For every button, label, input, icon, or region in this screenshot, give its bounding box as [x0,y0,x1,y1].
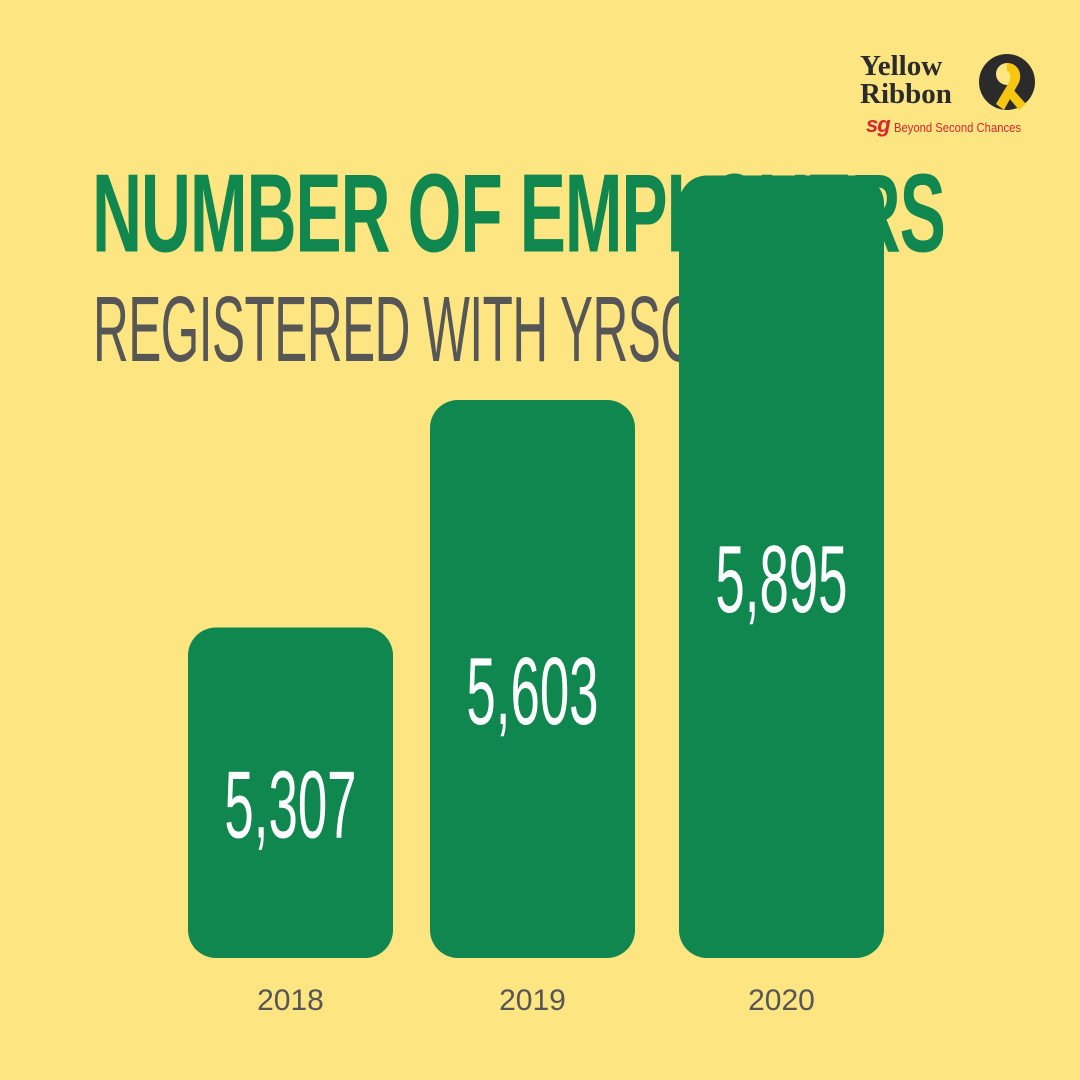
bar-2019 [430,399,635,959]
ribbon-icon [979,54,1035,110]
bar-value-label-2018: 5,307 [224,752,356,859]
chart-subtitle: REGISTERED WITH YRSG [93,277,699,382]
x-tick-label-2019: 2019 [499,984,566,1017]
x-tick-label-2018: 2018 [257,984,324,1017]
x-tick-label-2020: 2020 [748,984,815,1017]
logo-sg: sg [866,112,891,137]
bar-value-label-2020: 5,895 [715,526,847,633]
logo-tagline: sg Beyond Second Chances [866,112,1035,138]
bar-2020 [679,175,884,959]
logo-wordmark: Yellow Ribbon [860,50,952,110]
bar-2018 [188,627,393,958]
logo-line-2: Ribbon [860,78,952,110]
logo-line-1: Yellow [860,50,943,82]
bar-value-label-2019: 5,603 [466,638,598,745]
logo-slogan: Beyond Second Chances [893,121,1021,135]
yellow-ribbon-logo: Yellow Ribbon sg Beyond Second Chances [860,50,1045,137]
